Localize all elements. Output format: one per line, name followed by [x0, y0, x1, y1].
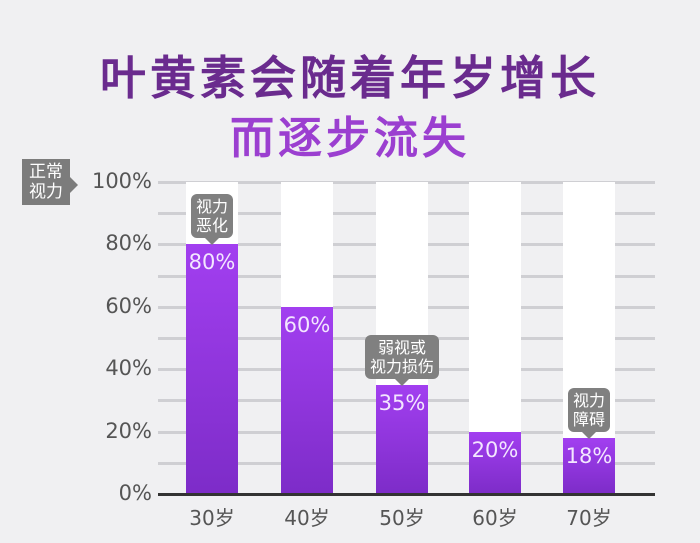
bar-callout: 弱视或 视力损伤 — [365, 334, 440, 386]
bar — [563, 437, 615, 494]
y-tick-label: 40% — [105, 356, 152, 381]
y-tick-label: 20% — [105, 418, 152, 443]
bar — [469, 431, 521, 494]
chart-title-line1: 叶黄素会随着年岁增长 — [100, 51, 600, 105]
chart-title-line2: 而逐步流失 — [230, 113, 470, 164]
x-tick-label: 50岁 — [379, 506, 425, 530]
y-tick-label: 80% — [105, 231, 152, 256]
bar-value-label: 60% — [283, 312, 331, 337]
bar-value-label: 35% — [378, 390, 426, 415]
bar-value-label: 80% — [188, 250, 236, 275]
y-tick-label: 100% — [91, 169, 152, 193]
bar — [281, 306, 333, 494]
x-tick-label: 60岁 — [472, 506, 518, 530]
y-tick-label: 0% — [118, 481, 152, 505]
badge-line: 正常 — [29, 162, 63, 182]
bar — [186, 244, 238, 494]
x-tick-label: 40岁 — [284, 506, 330, 530]
bar-callout: 视力 恶化 — [191, 194, 234, 246]
bar-value-label: 20% — [471, 437, 519, 462]
x-tick-label: 70岁 — [566, 506, 612, 530]
bar-callout: 视力 障碍 — [568, 387, 611, 439]
bar — [376, 384, 428, 494]
x-axis-line — [158, 493, 655, 496]
normal-vision-badge: 正常 视力 — [22, 159, 78, 205]
x-tick-label: 30岁 — [189, 506, 235, 530]
badge-line: 视力 — [29, 182, 63, 202]
y-tick-label: 60% — [105, 293, 152, 318]
bar-value-label: 18% — [565, 443, 613, 468]
